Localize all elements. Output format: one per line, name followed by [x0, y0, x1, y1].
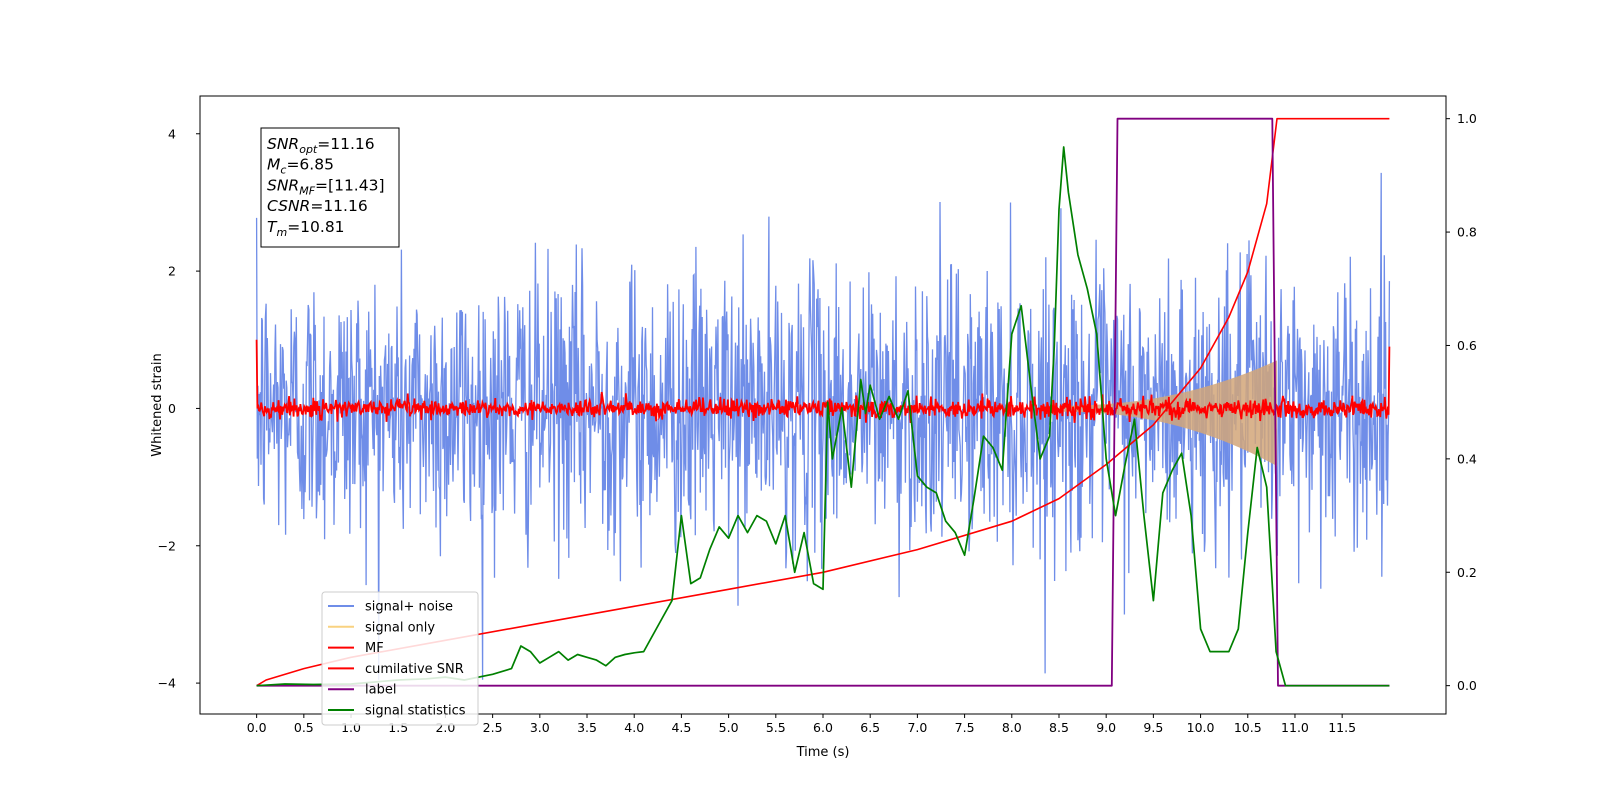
y-axis-right: 1.0 0.8 0.6 0.4 0.2 0.0 — [1446, 111, 1477, 693]
x-tick-label: 8.5 — [1049, 720, 1069, 735]
y2-tick-label: 0.4 — [1457, 451, 1477, 466]
x-tick-label: 11.5 — [1328, 720, 1356, 735]
x-tick-label: 6.0 — [813, 720, 833, 735]
y-tick-label: 0 — [168, 401, 176, 416]
x-tick-label: 8.0 — [1002, 720, 1022, 735]
x-tick-label: 0.5 — [294, 720, 314, 735]
legend-label: label — [365, 683, 396, 698]
info-line: Tm=10.81 — [267, 218, 345, 239]
legend-label: signal+ noise — [365, 600, 453, 615]
y2-tick-label: 0.8 — [1457, 225, 1477, 240]
x-tick-label: 10.5 — [1234, 720, 1262, 735]
y-axis-label: Whitened strain — [150, 353, 165, 456]
legend-label: signal only — [365, 620, 435, 635]
x-tick-label: 11.0 — [1281, 720, 1309, 735]
legend: signal+ noise signal only MF cumilative SNR… — [321, 591, 479, 726]
x-tick-label: 7.5 — [955, 720, 975, 735]
y-tick-label: −2 — [158, 538, 176, 553]
y-axis-left: 4 2 0 −2 −4 — [158, 126, 200, 691]
x-tick-label: 9.5 — [1143, 720, 1163, 735]
x-tick-label: 3.0 — [530, 720, 550, 735]
info-box: SNRopt=11.16Mc=6.85SNRMF=[11.43]CSNR=11.… — [260, 127, 400, 248]
x-tick-label: 5.0 — [719, 720, 739, 735]
series-signal-statistics — [256, 146, 1390, 687]
y-tick-label: 4 — [168, 126, 176, 141]
x-tick-label: 3.5 — [577, 720, 597, 735]
x-tick-label: 2.5 — [483, 720, 503, 735]
x-tick-label: 4.5 — [671, 720, 691, 735]
x-axis-label: Time (s) — [796, 745, 850, 760]
y-tick-label: −4 — [158, 676, 176, 691]
info-line: SNRopt=11.16 — [267, 135, 375, 156]
series-signal-noise — [255, 172, 1391, 680]
x-tick-label: 5.5 — [766, 720, 786, 735]
legend-label: cumilative SNR — [365, 662, 464, 677]
x-tick-label: 4.0 — [624, 720, 644, 735]
info-line: CSNR=11.16 — [267, 197, 368, 215]
x-axis: 0.0 0.5 1.0 1.5 2.0 2.5 3.0 3.5 4.0 4.5 5.0 5.5 6.0 6… — [247, 714, 1356, 735]
x-tick-label: 7.0 — [907, 720, 927, 735]
y2-tick-label: 0.6 — [1457, 338, 1477, 353]
y-tick-label: 2 — [168, 264, 176, 279]
info-line: Mc=6.85 — [267, 156, 334, 177]
legend-label: MF — [365, 641, 384, 656]
x-tick-label: 10.0 — [1187, 720, 1215, 735]
y2-tick-label: 1.0 — [1457, 111, 1477, 126]
y2-tick-label: 0.2 — [1457, 565, 1477, 580]
x-tick-label: 6.5 — [860, 720, 880, 735]
y2-tick-label: 0.0 — [1457, 678, 1477, 693]
x-tick-label: 9.0 — [1096, 720, 1116, 735]
legend-label: signal statistics — [365, 704, 466, 719]
x-tick-label: 0.0 — [247, 720, 267, 735]
info-line: SNRMF=[11.43] — [267, 176, 385, 197]
series-signal-only — [1059, 360, 1277, 467]
series-mf — [255, 339, 1391, 424]
